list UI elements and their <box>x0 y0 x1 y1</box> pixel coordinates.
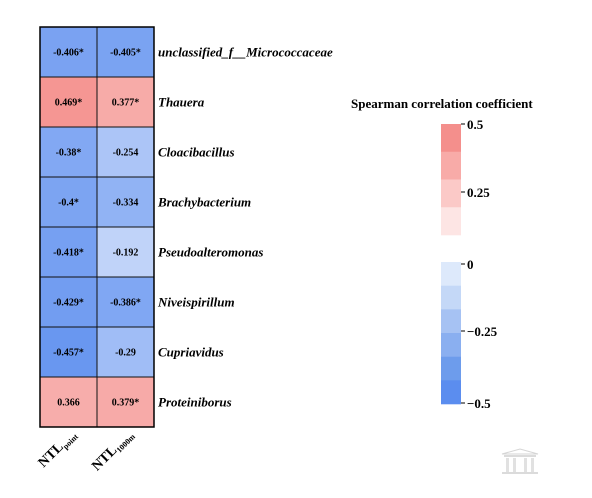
cell-value-label: -0.38* <box>56 148 82 159</box>
legend-bin <box>441 179 461 208</box>
heatmap-cell <box>39 76 98 128</box>
column-label: NTL1000m <box>89 427 137 475</box>
row-label: Cupriavidus <box>158 345 224 360</box>
legend-bin <box>441 309 461 334</box>
row-label: Thauera <box>158 95 205 110</box>
cell-value-label: -0.418* <box>53 248 84 259</box>
legend-tick-label: −0.25 <box>467 324 498 339</box>
legend-tick-label: 0 <box>467 257 474 272</box>
legend-tick-label: 0.5 <box>467 117 484 132</box>
cell-value-label: 0.379* <box>112 398 140 409</box>
cell-value-label: 0.366 <box>57 398 80 409</box>
row-labels: unclassified_f__Micrococcaceae Thauera Clo… <box>157 45 333 410</box>
column-label: NTLpoint <box>36 427 80 471</box>
legend-bin <box>441 333 461 357</box>
heatmap-cell <box>96 276 155 328</box>
heatmap-cell <box>39 26 98 78</box>
heatmap-grid: -0.406* -0.405* 0.469* 0.377* -0.38* -0.254 -0… <box>39 26 155 428</box>
legend-bin <box>441 380 461 405</box>
heatmap-cell <box>96 126 155 178</box>
cell-value-label: -0.406* <box>53 48 84 59</box>
heatmap-cell <box>96 376 155 428</box>
heatmap-border <box>39 26 155 428</box>
legend-bin <box>441 285 461 310</box>
row-label: Cloacibacillus <box>158 145 235 160</box>
cell-value-label: -0.386* <box>110 298 141 309</box>
legend-tick-label: 0.25 <box>467 185 490 200</box>
row-label: Pseudoalteromonas <box>158 245 263 260</box>
legend-bin <box>441 356 461 381</box>
color-legend: Spearman correlation coefficient 0.5 0.25… <box>351 96 533 411</box>
cell-value-label: -0.192 <box>113 248 139 259</box>
cell-value-label: -0.29 <box>115 348 136 359</box>
legend-bin <box>441 124 461 153</box>
heatmap-cell <box>96 26 155 78</box>
cell-value-label: 0.377* <box>112 98 140 109</box>
cell-value-label: -0.254 <box>113 148 139 159</box>
heatmap-cell <box>96 226 155 278</box>
cell-value-label: 0.469* <box>55 98 83 109</box>
cell-value-label: -0.457* <box>53 348 84 359</box>
legend-tick-label: −0.5 <box>467 396 491 411</box>
legend-bin <box>441 151 461 180</box>
cell-value-label: -0.405* <box>110 48 141 59</box>
cell-value-label: -0.429* <box>53 298 84 309</box>
legend-bin <box>441 207 461 236</box>
cell-value-label: -0.4* <box>58 198 79 209</box>
legend-bin <box>441 262 461 286</box>
watermark-logo <box>501 448 539 474</box>
cell-value-label: -0.334 <box>113 198 139 209</box>
row-label: Proteiniborus <box>158 395 232 410</box>
row-label: Niveispirillum <box>157 295 235 310</box>
heatmap-cell <box>96 326 155 378</box>
legend-title: Spearman correlation coefficient <box>351 96 533 111</box>
row-label: unclassified_f__Micrococcaceae <box>158 45 333 60</box>
row-label: Brachybacterium <box>157 195 251 210</box>
heatmap-cell <box>96 176 155 228</box>
